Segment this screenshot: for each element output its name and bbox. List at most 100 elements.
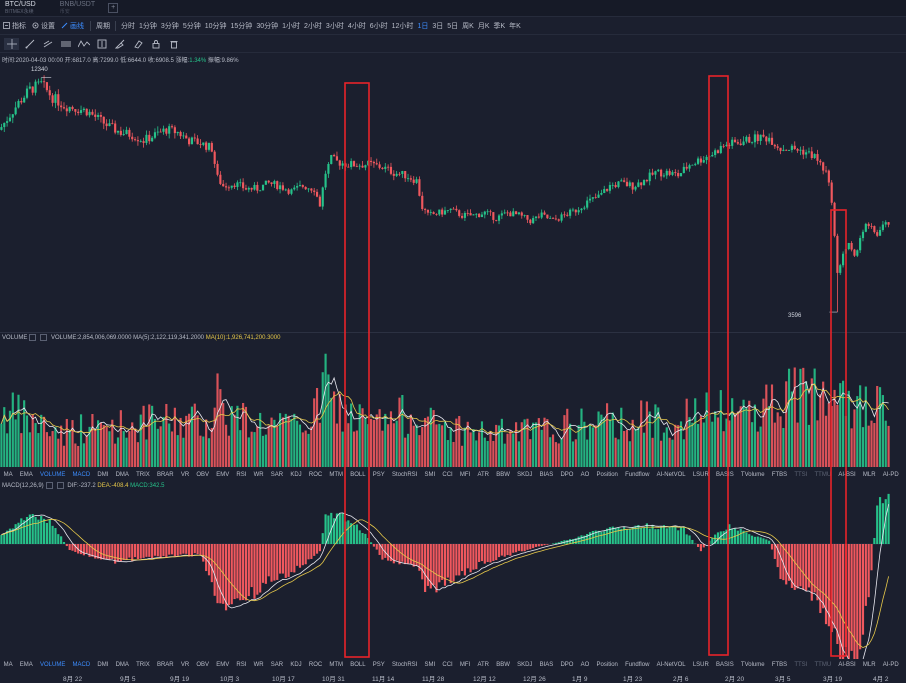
period-option[interactable]: 30分钟 [256, 22, 279, 30]
indicator-tab[interactable]: BOLL [350, 471, 366, 478]
indicator-tab[interactable]: MFI [459, 471, 471, 478]
indicator-tab[interactable]: TTSI [794, 661, 808, 668]
indicator-tab[interactable]: SAR [270, 661, 284, 668]
trendline-icon[interactable] [22, 38, 37, 50]
indicator-tab[interactable]: BIAS [539, 661, 554, 668]
add-tab-icon[interactable]: + [108, 3, 119, 13]
indicator-tab[interactable]: VR [180, 661, 190, 668]
indicator-tab[interactable]: MTM [329, 471, 344, 478]
period-option[interactable]: 5日 [447, 22, 459, 30]
measure-icon[interactable] [94, 38, 109, 50]
indicator-tab[interactable]: TTMU [814, 661, 832, 668]
indicator-tab[interactable]: DPO [560, 661, 574, 668]
indicator-tab[interactable]: VR [180, 471, 190, 478]
indicator-tab[interactable]: AI-PD [882, 661, 899, 668]
indicator-tab[interactable]: FTBS [771, 661, 788, 668]
period-option[interactable]: 分时 [121, 22, 135, 30]
period-option[interactable]: 6小时 [369, 22, 388, 30]
indicator-tab[interactable]: ATR [477, 471, 490, 478]
symbol-tab-bnb[interactable]: BNB/USDT 币安 [55, 0, 100, 16]
indicator-tab[interactable]: RSI [236, 471, 247, 478]
wave-icon[interactable] [76, 38, 91, 50]
settings-button[interactable]: 设置 [29, 21, 58, 31]
indicator-tab[interactable]: TRIX [136, 471, 150, 478]
period-option[interactable]: 1分钟 [139, 22, 157, 30]
indicator-tab[interactable]: AI-BSI [838, 471, 856, 478]
indicator-tab[interactable]: LSUR [692, 471, 709, 478]
indicator-tab[interactable]: RSI [236, 661, 247, 668]
indicator-tab[interactable]: AI-NetVOL [656, 661, 686, 668]
indicator-tab[interactable]: FTBS [771, 471, 788, 478]
indicator-tab[interactable]: BASIS [716, 661, 734, 668]
indicator-tab[interactable]: KDJ [290, 661, 302, 668]
indicator-tab[interactable]: CCI [442, 471, 453, 478]
macd-chart[interactable] [0, 490, 906, 660]
period-option[interactable]: 10分钟 [204, 22, 227, 30]
volume-chart[interactable] [0, 343, 906, 467]
indicator-tab[interactable]: MA [3, 471, 13, 478]
indicator-tab[interactable]: TTMU [814, 471, 832, 478]
indicator-tab[interactable]: Position [596, 661, 618, 668]
indicator-tab[interactable]: DMI [97, 471, 109, 478]
period-option[interactable]: 3小时 [325, 22, 344, 30]
indicator-tab[interactable]: MFI [459, 661, 471, 668]
indicator-tab[interactable]: TVolume [740, 661, 765, 668]
indicator-tab[interactable]: TTSI [794, 471, 808, 478]
indicator-tab[interactable]: OBV [196, 661, 210, 668]
indicator-tab[interactable]: EMA [19, 661, 33, 668]
indicator-tab[interactable]: MLR [862, 661, 876, 668]
indicator-tab[interactable]: SMI [424, 661, 436, 668]
eraser-icon[interactable] [130, 38, 145, 50]
indicator-tab[interactable]: BIAS [539, 471, 554, 478]
symbol-tab-btc[interactable]: BTC/USD BITMEX永续 [0, 0, 41, 16]
indicator-tab[interactable]: TRIX [136, 661, 150, 668]
indicator-tab[interactable]: AO [580, 471, 590, 478]
indicator-tab[interactable]: MACD [72, 471, 91, 478]
horizontal-line-icon[interactable] [58, 38, 73, 50]
indicator-tab[interactable]: CCI [442, 661, 453, 668]
indicator-tab[interactable]: LSUR [692, 661, 709, 668]
indicator-tab[interactable]: BOLL [350, 661, 366, 668]
indicator-tab[interactable]: Fundflow [625, 661, 650, 668]
indicator-tab[interactable]: DMA [115, 471, 129, 478]
indicator-tab[interactable]: AO [580, 661, 590, 668]
indicator-tab[interactable]: MA [3, 661, 13, 668]
indicator-tab[interactable]: VOLUME [39, 471, 66, 478]
indicator-tab[interactable]: BRAR [156, 471, 174, 478]
indicator-tab[interactable]: MLR [862, 471, 876, 478]
indicator-tab[interactable]: ATR [477, 661, 490, 668]
period-option[interactable]: 月K [477, 22, 490, 30]
hide-panel-icon[interactable] [45, 482, 53, 489]
price-chart[interactable] [0, 62, 906, 332]
indicator-tab[interactable]: MTM [329, 661, 344, 668]
period-option[interactable]: 3分钟 [160, 22, 179, 30]
period-option[interactable]: 年K [509, 22, 521, 30]
indicator-tab[interactable]: ROC [308, 471, 323, 478]
indicator-tab[interactable]: SMI [424, 471, 436, 478]
period-option[interactable]: 15分钟 [230, 22, 253, 30]
period-option[interactable]: 4小时 [347, 22, 366, 30]
period-option[interactable]: 12小时 [391, 22, 414, 30]
indicator-tab[interactable]: DPO [560, 471, 574, 478]
indicator-tab[interactable]: SKDJ [517, 661, 533, 668]
indicator-tab[interactable]: StochRSI [391, 471, 418, 478]
indicator-tab[interactable]: WR [253, 471, 264, 478]
lock-icon[interactable] [148, 38, 163, 50]
period-option[interactable]: 1日 [417, 22, 429, 30]
period-option[interactable]: 季K [493, 22, 506, 30]
period-option[interactable]: 5分钟 [182, 22, 201, 30]
ray-icon[interactable] [40, 38, 55, 50]
indicator-tab[interactable]: BBW [496, 661, 510, 668]
hide-panel-icon[interactable] [29, 334, 37, 341]
indicator-tab[interactable]: DMA [115, 661, 129, 668]
indicator-tab[interactable]: SAR [270, 471, 284, 478]
draw-button[interactable]: 画线 [58, 21, 87, 31]
trash-icon[interactable] [166, 38, 181, 50]
indicator-tab[interactable]: KDJ [290, 471, 302, 478]
indicator-tab[interactable]: SKDJ [517, 471, 533, 478]
settings-panel-icon[interactable] [56, 482, 64, 489]
indicator-tab[interactable]: MACD [72, 661, 91, 668]
indicator-tab[interactable]: EMA [19, 471, 33, 478]
period-option[interactable]: 1小时 [282, 22, 301, 30]
indicator-tab[interactable]: EMV [216, 471, 230, 478]
